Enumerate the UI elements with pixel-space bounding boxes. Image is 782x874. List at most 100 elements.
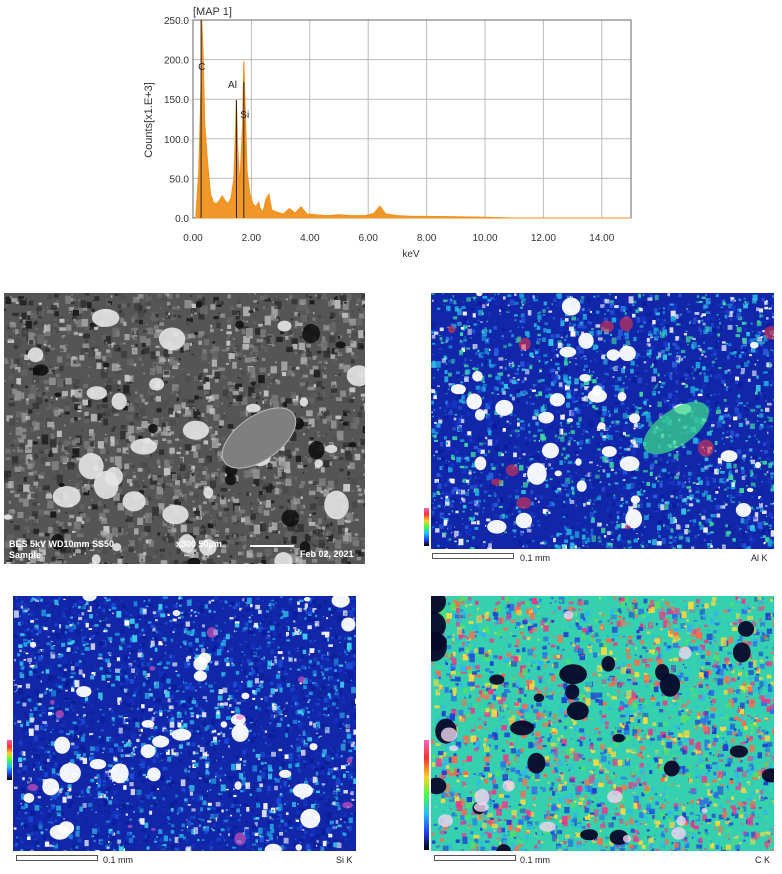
map-pixel [222, 389, 228, 397]
map-pixel [579, 439, 584, 445]
map-pixel [771, 422, 774, 426]
map-pixel [566, 529, 572, 535]
map-pixel [68, 307, 75, 311]
map-pixel [576, 454, 579, 456]
map-pixel [442, 293, 444, 295]
map-pixel [506, 311, 509, 313]
map-pixel [686, 450, 692, 455]
map-pixel [549, 374, 553, 379]
map-pixel [255, 357, 259, 360]
map-pixel [707, 518, 712, 524]
map-pixel [74, 380, 81, 387]
map-pixel [773, 398, 774, 401]
map-pixel [283, 461, 291, 470]
map-pixel [483, 409, 488, 414]
map-pixel [676, 323, 681, 326]
map-pixel [657, 525, 661, 531]
map-pixel [255, 325, 260, 328]
map-pixel [697, 476, 701, 481]
map-pixel [217, 450, 224, 456]
map-pixel [640, 454, 645, 457]
map-pixel [329, 316, 333, 319]
map-pixel [202, 349, 207, 354]
map-pixel [649, 404, 652, 407]
map-pixel [66, 403, 69, 406]
map-pixel [133, 330, 137, 335]
map-pixel [316, 294, 322, 300]
map-pixel [755, 395, 759, 400]
map-pixel [597, 536, 601, 539]
map-pixel [458, 500, 463, 503]
map-pixel [354, 518, 359, 521]
map-pixel [55, 397, 58, 401]
map-pixel [212, 477, 215, 480]
map-pixel [295, 455, 302, 462]
map-pixel [508, 329, 512, 333]
map-pixel [458, 532, 463, 537]
map-pixel [714, 450, 717, 452]
map-pixel [197, 472, 199, 474]
map-pixel [312, 512, 317, 515]
map-pixel [317, 314, 322, 319]
map-pixel [14, 384, 19, 389]
map-pixel [499, 366, 503, 369]
map-pixel [630, 360, 635, 366]
map-pixel [186, 409, 193, 418]
map-pixel [45, 387, 49, 390]
map-pixel [544, 512, 548, 516]
map-pixel [343, 364, 351, 373]
map-pixel [15, 420, 19, 422]
map-pixel [488, 450, 491, 454]
map-pixel [470, 452, 476, 458]
map-pixel [625, 410, 628, 413]
map-pixel [304, 534, 311, 542]
map-pixel [706, 535, 711, 538]
map-pixel [167, 459, 174, 464]
map-pixel [297, 524, 304, 532]
map-pixel [650, 365, 654, 368]
map-pixel [574, 378, 579, 385]
map-pixel [472, 313, 476, 318]
map-pixel [435, 431, 439, 435]
map-pixel [727, 431, 729, 433]
map-pixel [299, 326, 304, 329]
map-pixel [111, 384, 119, 393]
map-pixel [519, 420, 525, 423]
map-pixel [197, 408, 199, 412]
map-pixel [81, 525, 84, 528]
map-pixel [282, 371, 287, 377]
map-pixel [194, 409, 197, 411]
map-pixel [577, 294, 579, 297]
map-pixel [437, 481, 439, 483]
map-pixel [622, 513, 626, 516]
map-pixel [736, 351, 741, 355]
map-pixel [579, 299, 584, 304]
map-pixel [118, 361, 120, 363]
map-pixel [197, 335, 202, 339]
map-pixel [736, 399, 740, 403]
map-pixel [184, 444, 192, 451]
map-pixel [519, 295, 525, 299]
map-pixel [253, 524, 261, 535]
map-pixel [668, 453, 672, 457]
map-pixel [49, 438, 57, 448]
map-pixel [346, 512, 354, 522]
map-pixel [707, 546, 711, 549]
map-pixel [631, 439, 636, 445]
map-pixel [524, 441, 526, 443]
map-pixel [198, 340, 203, 345]
map-pixel [613, 410, 615, 412]
map-pixel [227, 397, 230, 399]
map-pixel [434, 425, 440, 432]
map-pixel [341, 421, 345, 423]
map-pixel [281, 370, 283, 373]
map-pixel [5, 296, 12, 305]
map-pixel [432, 386, 436, 390]
map-pixel [744, 303, 746, 305]
map-pixel [660, 385, 664, 388]
map-pixel [563, 332, 567, 337]
map-pixel [6, 533, 14, 541]
map-pixel [69, 555, 72, 558]
map-pixel [197, 415, 201, 417]
map-pixel [54, 326, 57, 330]
